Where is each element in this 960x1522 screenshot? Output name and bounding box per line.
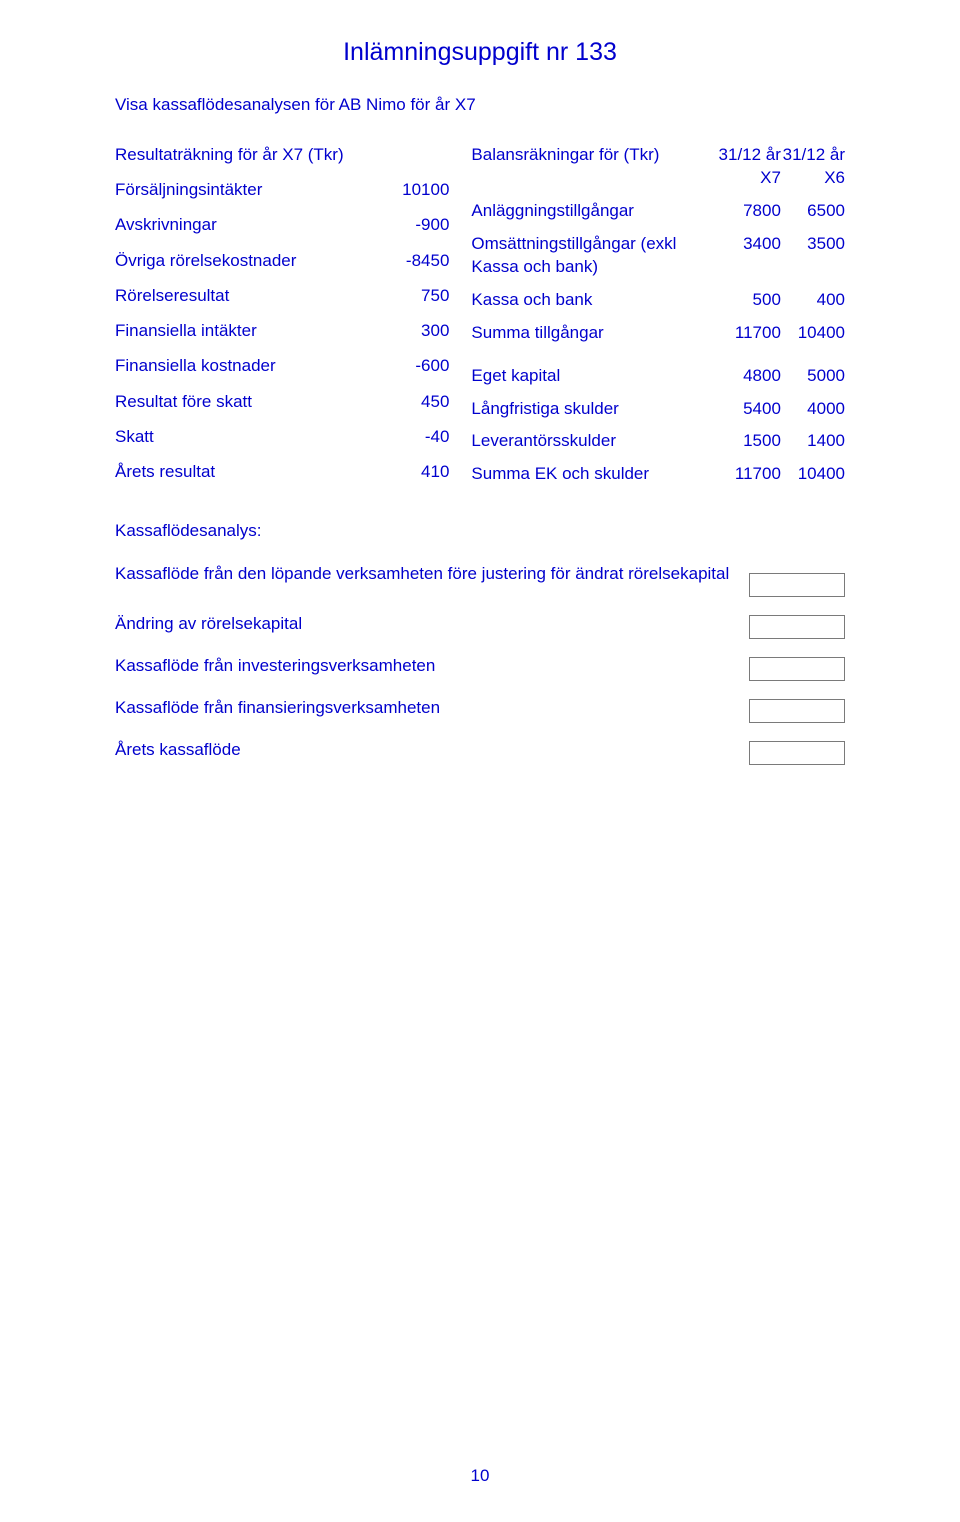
cell-value: 410 xyxy=(375,456,449,491)
analysis-title: Kassaflödesanalys: xyxy=(115,521,845,541)
page-number: 10 xyxy=(0,1466,960,1486)
cell-label: Leverantörsskulder xyxy=(461,425,717,458)
cell-value: 11700 xyxy=(717,317,781,350)
cell-label: Övriga rörelsekostnader xyxy=(115,245,375,280)
cell-value: 5400 xyxy=(717,393,781,426)
cell-label: Summa tillgångar xyxy=(461,317,717,350)
cell-label: Långfristiga skulder xyxy=(461,393,717,426)
cell-value: -40 xyxy=(375,421,449,456)
tables-wrapper: Resultaträkning för år X7 (Tkr) Försäljn… xyxy=(115,139,845,491)
table-row: Finansiella intäkter 300 xyxy=(115,315,449,350)
cell-value: 450 xyxy=(375,386,449,421)
cell-value: 7800 xyxy=(717,195,781,228)
analysis-label: Kassaflöde från investeringsverksamheten xyxy=(115,655,749,678)
cell-value: 10400 xyxy=(781,317,845,350)
table-row: Anläggningstillgångar 7800 6500 xyxy=(461,195,845,228)
cell-label: Årets resultat xyxy=(115,456,375,491)
table-row xyxy=(461,350,845,360)
analysis-section: Kassaflöde från den löpande verksamheten… xyxy=(115,563,845,765)
cell-value: 4800 xyxy=(717,360,781,393)
cell-label: Skatt xyxy=(115,421,375,456)
cashflow-financing-input[interactable] xyxy=(749,699,845,723)
cell-label: Finansiella kostnader xyxy=(115,350,375,385)
table-row: Eget kapital 4800 5000 xyxy=(461,360,845,393)
cell-label: Resultat före skatt xyxy=(115,386,375,421)
cell-label: Omsättningstillgångar (exkl Kassa och ba… xyxy=(461,228,717,284)
table-row: Årets resultat 410 xyxy=(115,456,449,491)
analysis-label: Kassaflöde från finansieringsverksamhete… xyxy=(115,697,749,720)
table-row: Kassa och bank 500 400 xyxy=(461,284,845,317)
analysis-row: Ändring av rörelsekapital xyxy=(115,613,845,639)
cell-label: Kassa och bank xyxy=(461,284,717,317)
cell-label: Försäljningsintäkter xyxy=(115,174,375,209)
cashflow-investing-input[interactable] xyxy=(749,657,845,681)
cashflow-operating-input[interactable] xyxy=(749,573,845,597)
cell-value: 5000 xyxy=(781,360,845,393)
income-header-value xyxy=(375,139,449,174)
cell-value: 750 xyxy=(375,280,449,315)
analysis-label: Årets kassaflöde xyxy=(115,739,749,762)
page-container: Inlämningsuppgift nr 133 Visa kassaflöde… xyxy=(0,0,960,1522)
cell-value: 1500 xyxy=(717,425,781,458)
page-title: Inlämningsuppgift nr 133 xyxy=(115,38,845,67)
cell-label: Summa EK och skulder xyxy=(461,458,717,491)
table-row: Summa tillgångar 11700 10400 xyxy=(461,317,845,350)
cell-value: 6500 xyxy=(781,195,845,228)
cell-value: 1400 xyxy=(781,425,845,458)
analysis-row: Kassaflöde från finansieringsverksamhete… xyxy=(115,697,845,723)
cell-value: 4000 xyxy=(781,393,845,426)
cell-value xyxy=(781,350,845,360)
cell-label: Avskrivningar xyxy=(115,209,375,244)
page-subtitle: Visa kassaflödesanalysen för AB Nimo för… xyxy=(115,95,845,115)
balance-sheet-table: Balansräkningar för (Tkr) 31/12 år X7 31… xyxy=(461,139,845,491)
cell-label xyxy=(461,350,717,360)
cell-value: 500 xyxy=(717,284,781,317)
analysis-row: Kassaflöde från den löpande verksamheten… xyxy=(115,563,845,597)
balance-header-x6: 31/12 år X6 xyxy=(781,139,845,195)
table-row: Försäljningsintäkter 10100 xyxy=(115,174,449,209)
cell-label: Anläggningstillgångar xyxy=(461,195,717,228)
table-row: Avskrivningar -900 xyxy=(115,209,449,244)
cell-value: 300 xyxy=(375,315,449,350)
working-capital-change-input[interactable] xyxy=(749,615,845,639)
cell-value: 11700 xyxy=(717,458,781,491)
table-row: Leverantörsskulder 1500 1400 xyxy=(461,425,845,458)
table-row: Resultaträkning för år X7 (Tkr) xyxy=(115,139,449,174)
table-row: Långfristiga skulder 5400 4000 xyxy=(461,393,845,426)
balance-header-label: Balansräkningar för (Tkr) xyxy=(461,139,717,195)
cell-value: -8450 xyxy=(375,245,449,280)
cell-value: -900 xyxy=(375,209,449,244)
analysis-label: Ändring av rörelsekapital xyxy=(115,613,749,636)
table-row: Rörelseresultat 750 xyxy=(115,280,449,315)
analysis-label: Kassaflöde från den löpande verksamheten… xyxy=(115,563,749,586)
income-statement-table: Resultaträkning för år X7 (Tkr) Försäljn… xyxy=(115,139,449,491)
cell-value: 3500 xyxy=(781,228,845,284)
cell-label: Rörelseresultat xyxy=(115,280,375,315)
cell-label: Eget kapital xyxy=(461,360,717,393)
analysis-row: Årets kassaflöde xyxy=(115,739,845,765)
table-row: Balansräkningar för (Tkr) 31/12 år X7 31… xyxy=(461,139,845,195)
cell-value: -600 xyxy=(375,350,449,385)
table-row: Summa EK och skulder 11700 10400 xyxy=(461,458,845,491)
table-row: Skatt -40 xyxy=(115,421,449,456)
table-row: Övriga rörelsekostnader -8450 xyxy=(115,245,449,280)
cell-label: Finansiella intäkter xyxy=(115,315,375,350)
cashflow-year-input[interactable] xyxy=(749,741,845,765)
balance-header-x7: 31/12 år X7 xyxy=(717,139,781,195)
cell-value: 400 xyxy=(781,284,845,317)
cell-value: 10100 xyxy=(375,174,449,209)
analysis-row: Kassaflöde från investeringsverksamheten xyxy=(115,655,845,681)
table-row: Resultat före skatt 450 xyxy=(115,386,449,421)
income-header-label: Resultaträkning för år X7 (Tkr) xyxy=(115,139,375,174)
table-row: Finansiella kostnader -600 xyxy=(115,350,449,385)
cell-value xyxy=(717,350,781,360)
cell-value: 3400 xyxy=(717,228,781,284)
cell-value: 10400 xyxy=(781,458,845,491)
table-row: Omsättningstillgångar (exkl Kassa och ba… xyxy=(461,228,845,284)
